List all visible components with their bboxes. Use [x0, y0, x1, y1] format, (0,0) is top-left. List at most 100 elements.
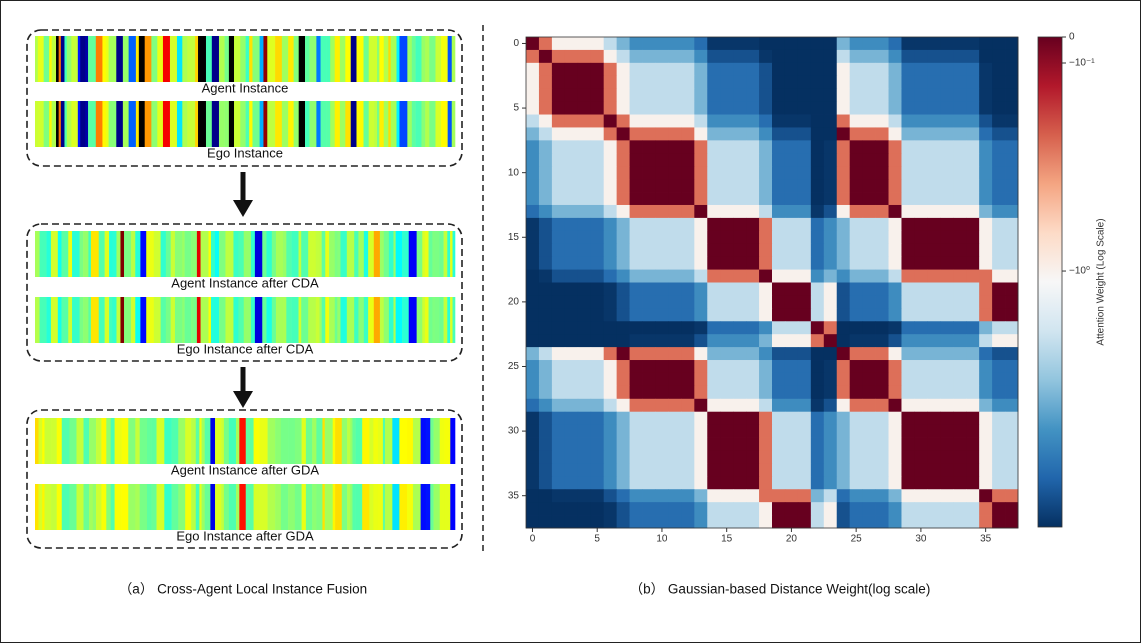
- stripe: [61, 231, 69, 277]
- heat-cell: [526, 424, 540, 438]
- heat-cell: [538, 295, 553, 309]
- heat-cell: [849, 347, 864, 361]
- heat-cell: [810, 140, 825, 154]
- heat-cell: [707, 243, 721, 258]
- heat-cell: [784, 153, 799, 167]
- stripe: [254, 231, 263, 277]
- heat-cell: [901, 127, 915, 141]
- heat-cell: [590, 153, 605, 167]
- heat-cell: [642, 321, 656, 335]
- heat-cell: [590, 385, 605, 400]
- heat-cell: [823, 217, 838, 232]
- heat-cell: [979, 140, 993, 154]
- heat-cell: [914, 502, 928, 516]
- heat-cell: [642, 49, 656, 64]
- heat-cell: [784, 179, 799, 193]
- heat-cell: [836, 101, 851, 115]
- heat-cell: [914, 360, 928, 374]
- heat-cell: [836, 334, 851, 348]
- heat-cell: [707, 372, 721, 387]
- heat-cell: [694, 153, 708, 167]
- heat-cell: [694, 140, 708, 154]
- stripe: [332, 484, 336, 530]
- heat-cell: [927, 347, 941, 361]
- heat-cell: [759, 62, 773, 77]
- heat-cell: [733, 372, 747, 387]
- stripe: [120, 231, 125, 277]
- heat-cell: [1005, 463, 1019, 477]
- heat-cell: [810, 62, 825, 77]
- stripe: [165, 297, 172, 343]
- heat-cell: [642, 166, 656, 180]
- stripe: [402, 231, 410, 277]
- heat-cell: [810, 437, 825, 451]
- stripe: [131, 231, 136, 277]
- heat-cell: [849, 140, 864, 154]
- stripe: [407, 36, 413, 82]
- heat-cell: [979, 75, 993, 90]
- heat-cell: [1005, 437, 1019, 451]
- heat-cell: [810, 88, 825, 103]
- heat-cell: [966, 372, 980, 387]
- heat-cell: [901, 269, 915, 283]
- heat-cell: [797, 192, 812, 206]
- heat-cell: [992, 140, 1006, 154]
- stripe: [415, 36, 422, 82]
- stripe: [392, 418, 400, 464]
- heat-cell: [694, 398, 708, 413]
- heat-cell: [966, 334, 980, 348]
- heat-cell: [616, 321, 630, 335]
- heat-cell: [616, 437, 630, 451]
- heat-cell: [616, 256, 630, 270]
- stripe: [373, 231, 381, 277]
- stripe: [350, 484, 353, 530]
- stripe: [346, 297, 355, 343]
- stripe: [249, 36, 253, 82]
- stripe: [196, 231, 201, 277]
- heat-cell: [901, 166, 915, 180]
- heat-cell: [1005, 114, 1019, 128]
- stripe: [121, 418, 129, 464]
- stripe: [321, 297, 326, 343]
- heat-cell: [564, 230, 579, 245]
- stripe: [422, 297, 426, 343]
- stripe: [444, 484, 451, 530]
- heat-cell: [681, 502, 695, 516]
- heat-cell: [720, 101, 734, 115]
- stripe: [96, 418, 102, 464]
- stripe: [262, 231, 267, 277]
- heat-cell: [733, 411, 747, 426]
- heat-cell: [823, 269, 838, 283]
- stripe: [408, 231, 417, 277]
- heat-cell: [1005, 347, 1019, 361]
- stripe: [185, 484, 192, 530]
- heat-cell: [538, 192, 553, 206]
- heat-cell: [797, 347, 812, 361]
- stripe: [384, 484, 393, 530]
- heat-cell: [655, 398, 669, 413]
- stripe: [243, 231, 252, 277]
- heat-cell: [992, 127, 1006, 141]
- heat-cell: [590, 308, 605, 322]
- heat-cell: [538, 398, 553, 413]
- stripe: [326, 101, 331, 147]
- heat-cell: [914, 411, 928, 426]
- heat-cell: [564, 347, 579, 361]
- y-tick-label: 25: [508, 361, 520, 372]
- heat-cell: [694, 502, 708, 516]
- stripe: [171, 484, 179, 530]
- heat-cell: [681, 424, 695, 438]
- heat-cell: [668, 179, 682, 193]
- stripe: [191, 418, 197, 464]
- stripe: [275, 418, 282, 464]
- heat-cell: [733, 476, 747, 490]
- heat-cell: [901, 37, 915, 51]
- heat-cell: [720, 127, 734, 141]
- heat-cell: [590, 114, 605, 128]
- heat-cell: [551, 114, 566, 128]
- stripe: [101, 418, 107, 464]
- heat-cell: [772, 256, 786, 270]
- heat-cell: [759, 179, 773, 193]
- heat-cell: [538, 140, 553, 154]
